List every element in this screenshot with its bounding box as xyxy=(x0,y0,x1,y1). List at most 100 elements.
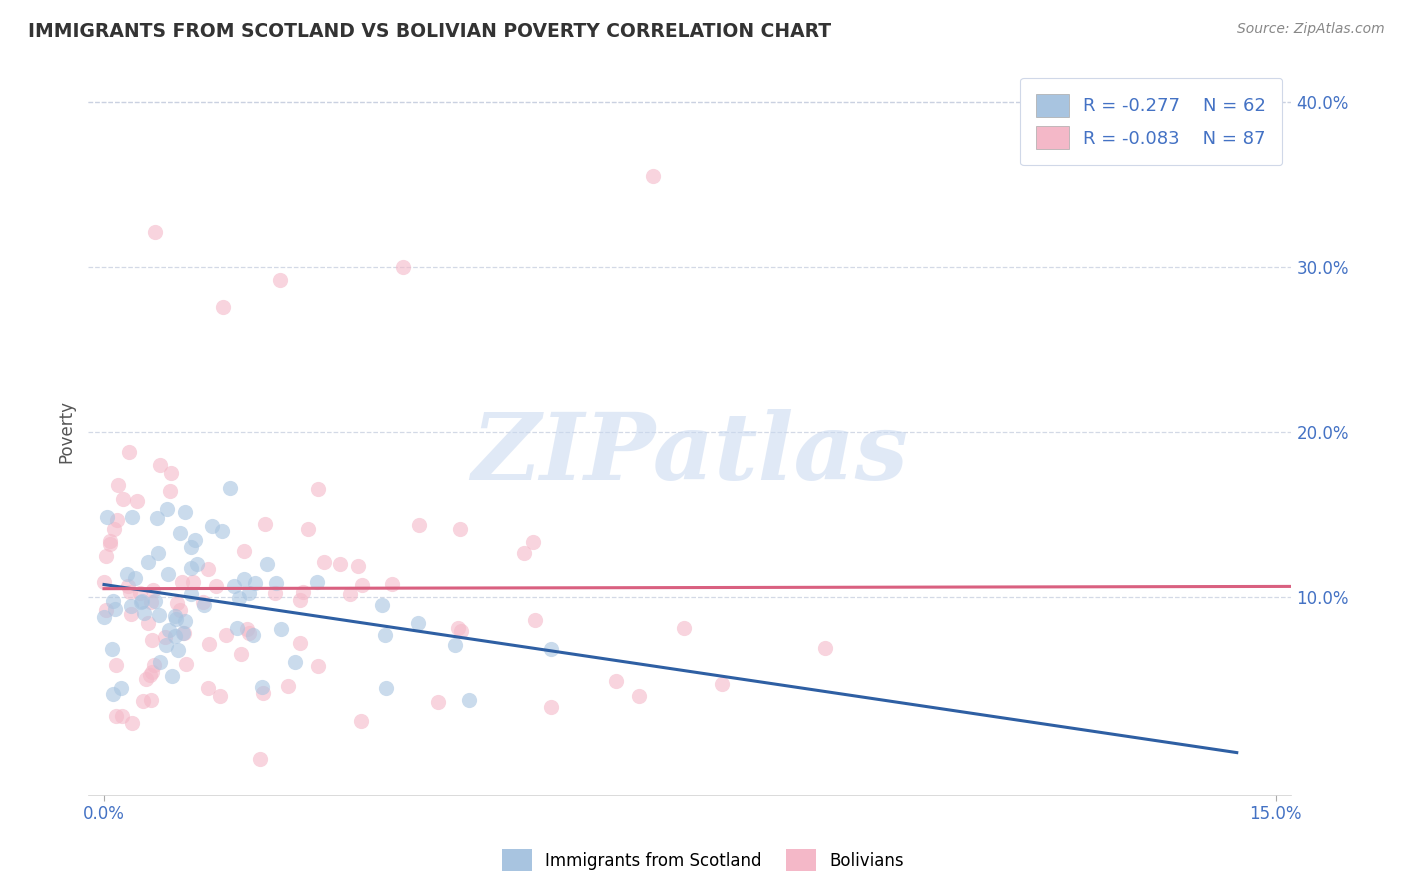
Point xyxy=(238,626,260,640)
Point xyxy=(174,615,197,629)
Point xyxy=(149,458,172,472)
Point xyxy=(269,273,291,287)
Point xyxy=(406,616,429,631)
Point xyxy=(264,576,287,591)
Point xyxy=(522,535,544,549)
Point xyxy=(347,559,370,574)
Point xyxy=(211,524,233,538)
Point xyxy=(163,608,186,623)
Point xyxy=(136,615,159,630)
Point xyxy=(540,642,562,657)
Point xyxy=(197,562,219,576)
Point xyxy=(139,693,162,707)
Point xyxy=(288,593,311,607)
Legend: Immigrants from Scotland, Bolivians: Immigrants from Scotland, Bolivians xyxy=(494,841,912,880)
Point xyxy=(352,577,374,591)
Point xyxy=(149,655,172,669)
Text: IMMIGRANTS FROM SCOTLAND VS BOLIVIAN POVERTY CORRELATION CHART: IMMIGRANTS FROM SCOTLAND VS BOLIVIAN POV… xyxy=(28,22,831,41)
Point xyxy=(329,557,352,571)
Point xyxy=(524,614,547,628)
Point xyxy=(143,225,166,239)
Point xyxy=(672,621,695,635)
Point xyxy=(449,522,471,536)
Point xyxy=(159,484,181,499)
Point xyxy=(104,602,127,616)
Point xyxy=(155,639,177,653)
Point xyxy=(165,612,187,626)
Point xyxy=(232,543,254,558)
Point xyxy=(173,626,195,640)
Point xyxy=(93,575,115,590)
Point xyxy=(513,546,536,560)
Point xyxy=(129,586,152,600)
Point xyxy=(156,502,179,516)
Point xyxy=(191,595,214,609)
Point xyxy=(94,549,117,564)
Point xyxy=(381,577,404,591)
Point xyxy=(101,687,124,701)
Point xyxy=(208,689,231,703)
Point xyxy=(374,628,396,642)
Point xyxy=(270,623,292,637)
Point xyxy=(169,603,191,617)
Point xyxy=(186,558,208,572)
Point xyxy=(370,598,392,612)
Point xyxy=(146,511,169,525)
Point xyxy=(110,681,132,696)
Point xyxy=(143,658,166,673)
Point xyxy=(129,595,152,609)
Point xyxy=(141,665,163,680)
Point xyxy=(127,494,149,508)
Point xyxy=(205,579,228,593)
Point xyxy=(374,681,396,695)
Point xyxy=(232,572,254,586)
Point xyxy=(117,579,139,593)
Point xyxy=(243,576,266,591)
Point xyxy=(98,534,121,549)
Point xyxy=(139,595,162,609)
Point xyxy=(211,300,233,314)
Point xyxy=(153,630,176,644)
Point xyxy=(143,594,166,608)
Point xyxy=(101,641,124,656)
Legend: R = -0.277    N = 62, R = -0.083    N = 87: R = -0.277 N = 62, R = -0.083 N = 87 xyxy=(1021,78,1282,166)
Point xyxy=(163,629,186,643)
Point xyxy=(284,655,307,669)
Point xyxy=(198,637,221,651)
Point xyxy=(222,578,245,592)
Point xyxy=(193,598,215,612)
Point xyxy=(307,482,329,496)
Point xyxy=(132,606,155,620)
Point xyxy=(711,677,734,691)
Point xyxy=(263,585,285,599)
Point xyxy=(121,716,143,731)
Point xyxy=(288,636,311,650)
Point xyxy=(107,478,129,492)
Point xyxy=(111,709,134,723)
Point xyxy=(120,607,142,622)
Point xyxy=(292,584,315,599)
Point xyxy=(444,638,467,652)
Point xyxy=(252,680,274,694)
Point xyxy=(103,593,125,607)
Point xyxy=(229,648,252,662)
Point xyxy=(226,621,249,635)
Point xyxy=(254,516,277,531)
Point xyxy=(447,622,470,636)
Point xyxy=(339,587,361,601)
Point xyxy=(131,594,153,608)
Point xyxy=(157,623,180,637)
Point xyxy=(94,603,117,617)
Point xyxy=(117,567,139,582)
Y-axis label: Poverty: Poverty xyxy=(58,401,75,463)
Point xyxy=(105,513,128,527)
Point xyxy=(118,585,141,599)
Point xyxy=(427,695,450,709)
Point xyxy=(103,522,125,536)
Point xyxy=(174,505,197,519)
Point xyxy=(197,681,219,695)
Point xyxy=(641,169,664,183)
Point xyxy=(180,561,202,575)
Point xyxy=(181,574,204,589)
Point xyxy=(157,567,180,582)
